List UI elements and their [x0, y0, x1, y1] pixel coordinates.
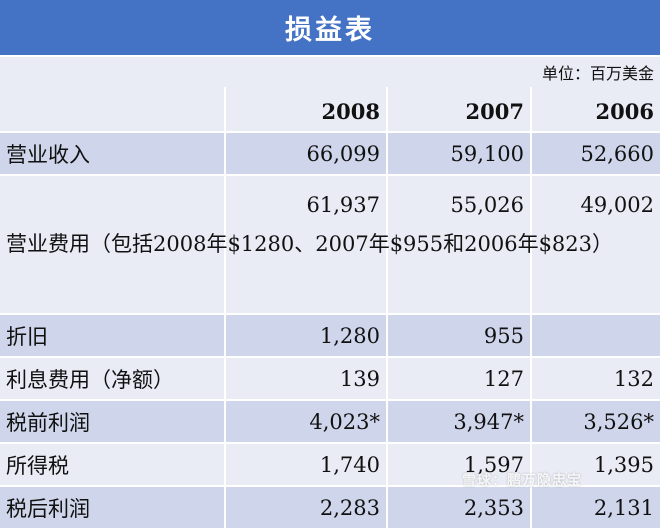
- cell-2008: 2,283: [225, 486, 388, 530]
- row-label: 所得税: [0, 443, 226, 487]
- cell-2007: 55,026: [387, 175, 532, 315]
- row-label: 利息费用（净额）: [0, 357, 226, 401]
- table-row: 营业收入 66,099 59,100 52,660: [0, 132, 660, 176]
- cell-2006: [531, 314, 660, 358]
- page-title: 损益表: [0, 0, 660, 55]
- table-row: 利息费用（净额） 139 127 132: [0, 357, 660, 401]
- cell-2007: 1,597: [387, 443, 532, 487]
- cell-2008: 66,099: [225, 132, 388, 176]
- cell-2006: 132: [531, 357, 660, 401]
- table-row: 营业费用（包括2008年$1280、2007年$955和2006年$823） 6…: [0, 175, 660, 315]
- unit-row: 单位：百万美金: [0, 57, 660, 87]
- cell-2008: 139: [225, 357, 388, 401]
- cell-2007: 955: [387, 314, 532, 358]
- cell-2008: 61,937: [225, 175, 388, 315]
- income-statement-table: 2008 2007 2006 营业收入 66,099 59,100 52,660…: [0, 87, 660, 530]
- cell-2008: 4,023*: [225, 400, 388, 444]
- row-label: 营业费用（包括2008年$1280、2007年$955和2006年$823）: [0, 175, 613, 315]
- cell-2008: 1,740: [225, 443, 388, 487]
- row-label: 税前利润: [0, 400, 226, 444]
- cell-2007: 59,100: [387, 132, 532, 176]
- table-row: 税后利润 2,283 2,353 2,131: [0, 486, 660, 530]
- table-row: 所得税 1,740 1,597 1,395: [0, 443, 660, 487]
- watermark: 雪球：鹏万隐忠宝: [462, 473, 582, 489]
- cell-2007: 2,353: [387, 486, 532, 530]
- row-label: 税后利润: [0, 486, 226, 530]
- row-label: 折旧: [0, 314, 226, 358]
- cell-2006: 2,131: [531, 486, 660, 530]
- cell-2006: 49,002: [531, 175, 660, 315]
- header-cell-label: [0, 87, 226, 133]
- cell-2006: 3,526*: [531, 400, 660, 444]
- cell-2007: 127: [387, 357, 532, 401]
- cell-2008: 1,280: [225, 314, 388, 358]
- cell-2006: 52,660: [531, 132, 660, 176]
- header-cell-2008: 2008: [225, 87, 388, 133]
- row-label: 营业收入: [0, 132, 226, 176]
- cell-2006: 1,395: [531, 443, 660, 487]
- header-row: 2008 2007 2006: [0, 87, 660, 133]
- cell-2007: 3,947*: [387, 400, 532, 444]
- table-row: 税前利润 4,023* 3,947* 3,526*: [0, 400, 660, 444]
- table-row: 折旧 1,280 955: [0, 314, 660, 358]
- header-cell-2006: 2006: [531, 87, 660, 133]
- header-cell-2007: 2007: [387, 87, 532, 133]
- unit-label: 单位：百万美金: [541, 64, 654, 83]
